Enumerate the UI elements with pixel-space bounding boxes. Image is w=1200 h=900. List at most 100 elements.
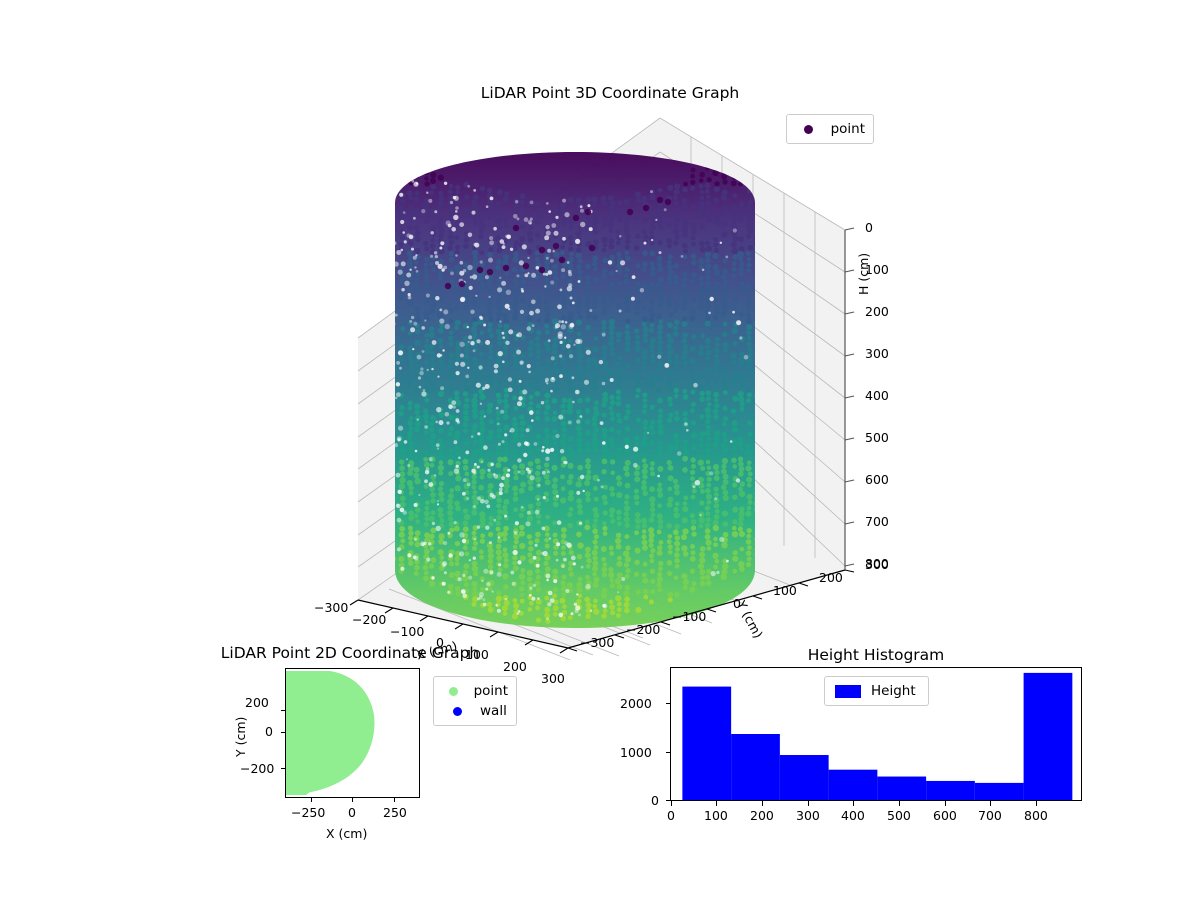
scatter2d-axes[interactable] (285, 668, 420, 798)
legend-entry-point[interactable]: point (795, 119, 865, 139)
floating-point (476, 266, 484, 274)
scatter2d-legend[interactable]: point wall (433, 676, 517, 726)
scatter2d-ytickmark-2 (281, 768, 285, 770)
histogram-xtickmark-6 (945, 801, 947, 806)
legend-label-height: Height (871, 683, 916, 699)
scatter2d-canvas (286, 671, 375, 795)
legend-label-wall: wall (480, 703, 507, 719)
floating-point (642, 204, 650, 212)
scatter2d-xlabel: X (cm) (326, 826, 368, 841)
floating-point (552, 242, 560, 250)
scatter3d-xtick-1: −200 (352, 612, 387, 627)
point-cloud-3d (395, 152, 755, 628)
scatter3d-xtick-5: 200 (503, 659, 527, 674)
scatter2d-xtickmark-0 (311, 798, 313, 802)
histogram-xtick-6: 600 (933, 808, 957, 823)
floating-point (538, 266, 546, 274)
scatter3d-ytick-3: 0 (733, 596, 741, 611)
histogram-xtickmark-4 (853, 801, 855, 806)
scatter3d-ztick-3: 300 (865, 346, 889, 361)
legend-entry-point[interactable]: point (442, 681, 508, 701)
histogram-xtick-4: 400 (841, 808, 865, 823)
histogram-canvas (682, 672, 1073, 800)
axes3d-tickmarks (349, 227, 855, 654)
histogram-xtick-8: 800 (1024, 808, 1048, 823)
floating-point (486, 268, 494, 276)
scatter2d-title: LiDAR Point 2D Coordinate Graph (220, 644, 480, 662)
scatter2d-xtickmark-2 (394, 798, 396, 802)
scatter3d-ytick-6: −300 (580, 635, 615, 650)
scatter3d-legend[interactable]: point (786, 114, 874, 144)
histogram-legend[interactable]: Height (824, 676, 929, 706)
histogram-xtick-0: 0 (667, 808, 675, 823)
floating-point (444, 282, 452, 290)
floating-point (588, 244, 596, 252)
scatter3d-axes[interactable]: 0 100 200 300 400 500 600 700 800 H (cm)… (314, 100, 890, 686)
scatter2d-ylabel: Y (cm) (233, 716, 248, 757)
scatter3d-ztick-5: 500 (865, 430, 889, 445)
scatter3d-xtick-2: −100 (390, 624, 425, 639)
point-marker-icon (795, 124, 823, 134)
scatter3d-ztick-2: 200 (865, 304, 889, 319)
histogram-xtickmark-2 (762, 801, 764, 806)
histogram-xtick-1: 100 (704, 808, 728, 823)
histogram-xtickmark-5 (899, 801, 901, 806)
floating-point (458, 280, 466, 288)
scatter3d-ztick-0: 0 (865, 220, 873, 235)
histogram-xtickmark-7 (990, 801, 992, 806)
scatter3d-ytick-4: −100 (672, 609, 707, 624)
floating-point (512, 224, 520, 232)
scatter3d-title: LiDAR Point 3D Coordinate Graph (480, 84, 740, 102)
histogram-ytick-2: 2000 (620, 696, 652, 711)
legend-entry-wall[interactable]: wall (442, 701, 508, 721)
floating-point (584, 208, 592, 216)
histogram-ytick-1: 1000 (620, 745, 652, 760)
wall-marker-icon (442, 706, 472, 716)
histogram-xtick-7: 700 (978, 808, 1002, 823)
histogram-bar (974, 782, 1024, 800)
scatter3d-xtick-0: −300 (314, 600, 349, 615)
scatter3d-ytick-5: −200 (626, 622, 661, 637)
scatter3d-xtick-6: 300 (541, 671, 565, 686)
legend-label-point: point (830, 121, 865, 137)
floating-point (572, 214, 580, 222)
histogram-bar (731, 734, 780, 800)
histogram-bar (828, 769, 878, 800)
legend-entry-height[interactable]: Height (833, 681, 920, 701)
scatter3d-ytick-0: 300 (865, 557, 889, 572)
scatter3d-ztick-1: 100 (865, 262, 889, 277)
floating-point (558, 256, 566, 264)
floating-point (538, 246, 546, 254)
scatter2d-xtick-1: 0 (348, 805, 356, 820)
floating-point (664, 198, 672, 206)
floating-point (656, 196, 664, 204)
histogram-bar (779, 755, 829, 800)
histogram-bar (877, 776, 927, 800)
floating-points (444, 196, 672, 290)
scatter3d-ztick-8: 800 (865, 556, 889, 571)
scatter3d-ztick-7: 700 (865, 514, 889, 529)
scatter2d-ytickmark-1 (281, 732, 285, 734)
histogram-xtickmark-1 (716, 801, 718, 806)
floating-point (626, 208, 634, 216)
scatter3d-xtick-3: 0 (436, 635, 444, 650)
histogram-bar (1023, 672, 1073, 800)
scatter3d-ztick-4: 400 (865, 388, 889, 403)
scatter3d-zlabel: H (cm) (856, 252, 871, 295)
scatter3d-ytick-1: 200 (819, 570, 843, 585)
legend-label-point: point (473, 683, 508, 699)
floating-point (502, 264, 510, 272)
scatter3d-canvas (349, 117, 855, 660)
histogram-xtickmark-3 (808, 801, 810, 806)
scatter2d-ytick-1: 0 (265, 724, 273, 739)
histogram-ytickmark-0 (666, 800, 671, 802)
scatter2d-ytickmark-0 (281, 710, 285, 712)
histogram-xtick-2: 200 (750, 808, 774, 823)
scatter3d-ztick-6: 600 (865, 472, 889, 487)
height-patch-icon (833, 684, 863, 698)
scatter3d-ytick-2: 100 (773, 583, 797, 598)
scatter2d-xtick-2: 250 (383, 805, 407, 820)
histogram-title: Height Histogram (807, 646, 945, 664)
point-marker-icon (442, 686, 466, 696)
